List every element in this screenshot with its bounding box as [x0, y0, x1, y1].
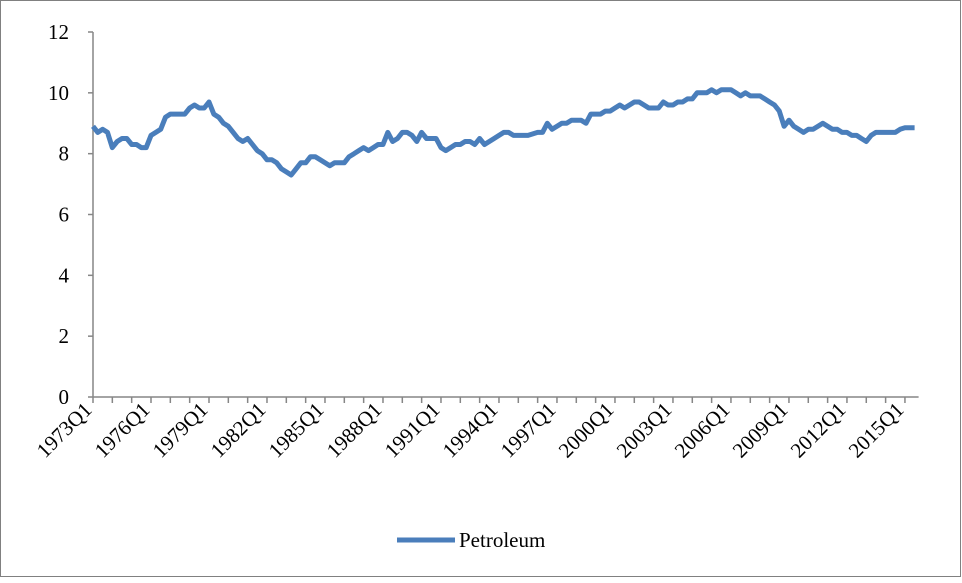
y-tick-label: 0 [59, 385, 70, 409]
y-tick-label: 8 [59, 142, 70, 166]
y-tick-label: 4 [59, 263, 70, 287]
y-tick-label: 2 [59, 324, 70, 348]
y-tick-label: 10 [48, 81, 69, 105]
legend-label: Petroleum [459, 528, 545, 552]
y-tick-label: 12 [48, 20, 69, 44]
y-tick-label: 6 [59, 203, 70, 227]
data-line [91, 87, 915, 178]
